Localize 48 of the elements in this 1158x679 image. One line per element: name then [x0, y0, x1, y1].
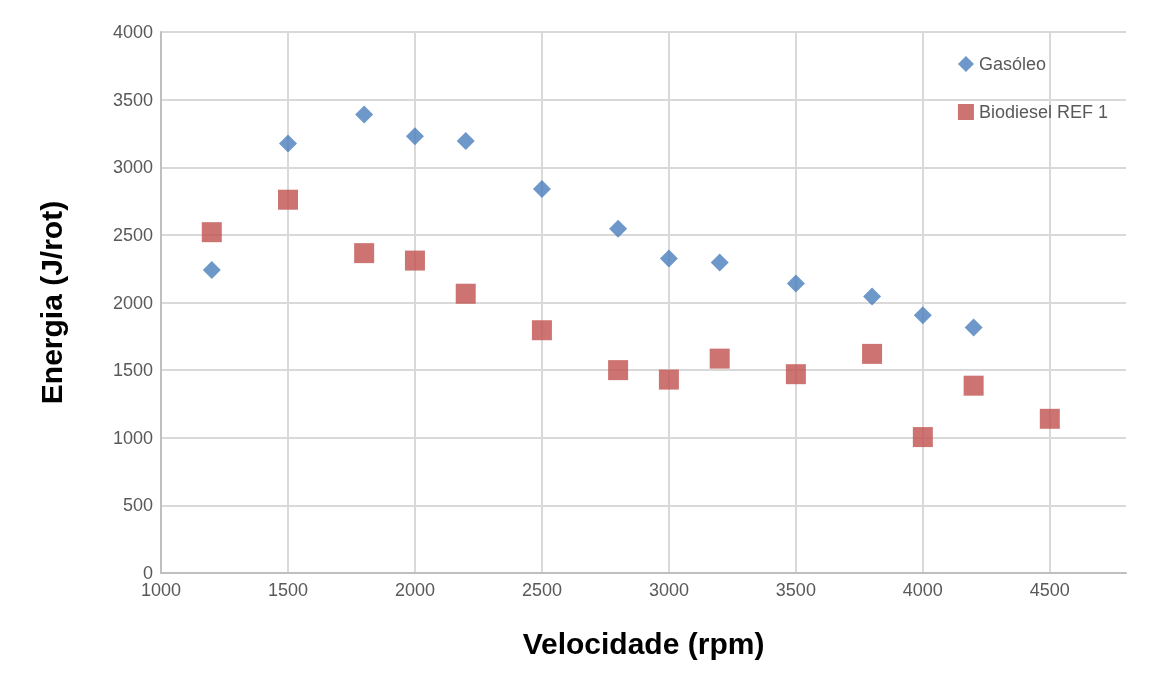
point — [710, 253, 729, 272]
legend-label: Biodiesel REF 1 — [978, 102, 1108, 122]
point — [912, 427, 933, 448]
x-axis-title: Velocidade (rpm) — [522, 626, 765, 660]
point — [608, 360, 629, 381]
y-tick-label: 0 — [142, 563, 153, 583]
y-tick-label: 1500 — [112, 360, 153, 381]
y-tick-label: 1000 — [112, 427, 153, 448]
y-tick-label: 2000 — [112, 292, 153, 313]
x-tick-label: 1500 — [267, 580, 308, 600]
point — [1039, 408, 1060, 429]
point — [863, 287, 882, 306]
x-tick-label: 3500 — [775, 580, 816, 600]
point — [609, 219, 628, 238]
point — [785, 364, 806, 385]
x-tick-label: 4500 — [1029, 580, 1070, 600]
point — [456, 131, 475, 150]
y-axis-title: Energia (J/rot) — [34, 200, 68, 405]
x-tick-label: 1000 — [140, 580, 182, 600]
y-tick-label: 500 — [122, 495, 153, 516]
point — [355, 105, 374, 124]
point — [709, 348, 730, 369]
point — [278, 134, 297, 153]
point — [786, 274, 805, 293]
point — [405, 127, 424, 146]
point — [201, 222, 222, 243]
y-tick-label: 3000 — [112, 157, 153, 178]
point — [404, 250, 425, 271]
point — [862, 343, 883, 364]
point — [913, 306, 932, 325]
y-tick-label: 3500 — [112, 89, 153, 110]
point — [532, 179, 551, 198]
point — [202, 261, 221, 280]
y-tick-label: 4000 — [112, 22, 153, 42]
point — [455, 283, 476, 304]
y-tick-label: 2500 — [112, 224, 153, 245]
x-tick-label: 2500 — [521, 580, 562, 600]
point — [659, 249, 678, 268]
legend-label: Gasóleo — [978, 54, 1046, 74]
x-tick-label: 3000 — [648, 580, 689, 600]
point — [531, 320, 552, 341]
x-tick-label: 2000 — [394, 580, 435, 600]
point — [658, 369, 679, 390]
x-tick-label: 4000 — [902, 580, 943, 600]
point — [354, 243, 375, 264]
point — [277, 189, 298, 210]
point — [964, 318, 983, 337]
point — [963, 375, 984, 396]
